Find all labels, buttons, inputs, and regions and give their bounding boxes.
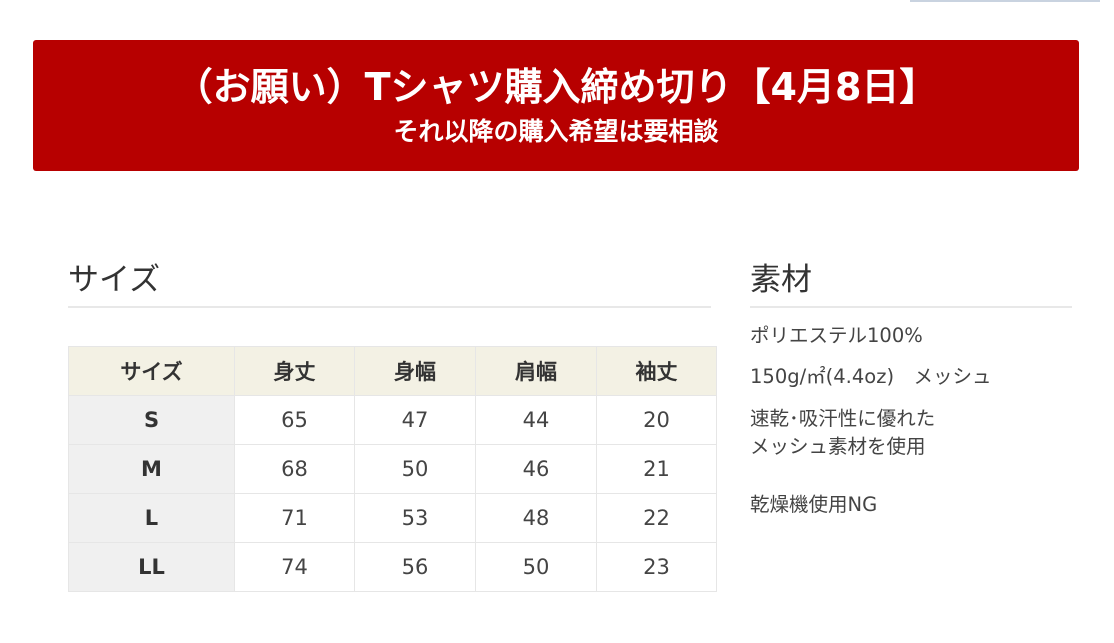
table-row: M 68 50 46 21 (68, 444, 717, 494)
size-cell: M (68, 444, 235, 494)
material-line: メッシュ素材を使用 (750, 435, 926, 458)
material-line: 速乾･吸汗性に優れた (750, 407, 936, 430)
size-cell: S (68, 395, 235, 445)
cell: 46 (475, 444, 597, 494)
cell: 68 (234, 444, 355, 494)
cell: 50 (475, 542, 597, 592)
cell: 56 (354, 542, 476, 592)
header-cell: 袖丈 (596, 346, 717, 396)
size-table: サイズ 身丈 身幅 肩幅 袖丈 S 65 47 44 20 M 68 50 46 21 L 71 5… (68, 346, 717, 592)
cell: 48 (475, 493, 597, 543)
header-cell: サイズ (68, 346, 235, 396)
cell: 47 (354, 395, 476, 445)
header-cell: 身丈 (234, 346, 355, 396)
material-heading: 素材 (750, 262, 812, 298)
cell: 23 (596, 542, 717, 592)
material-line: ポリエステル100% (750, 324, 923, 347)
cell: 53 (354, 493, 476, 543)
material-line: 乾燥機使用NG (750, 493, 878, 516)
header-cell: 身幅 (354, 346, 476, 396)
header-cell: 肩幅 (475, 346, 597, 396)
table-row: L 71 53 48 22 (68, 493, 717, 543)
cell: 22 (596, 493, 717, 543)
table-row: LL 74 56 50 23 (68, 542, 717, 592)
cell: 44 (475, 395, 597, 445)
top-edge-bar (910, 0, 1100, 2)
cell: 20 (596, 395, 717, 445)
material-line: 150g/㎡(4.4oz) メッシュ (750, 365, 992, 388)
cell: 65 (234, 395, 355, 445)
banner-title: （お願い）Tシャツ購入締め切り【4月8日】 (174, 65, 938, 109)
deadline-banner: （お願い）Tシャツ購入締め切り【4月8日】 それ以降の購入希望は要相談 (33, 40, 1079, 171)
cell: 21 (596, 444, 717, 494)
size-divider (68, 306, 711, 308)
banner-subtitle: それ以降の購入希望は要相談 (393, 117, 719, 146)
size-heading: サイズ (68, 262, 161, 298)
material-divider (750, 306, 1072, 308)
size-cell: L (68, 493, 235, 543)
table-header-row: サイズ 身丈 身幅 肩幅 袖丈 (68, 346, 717, 396)
table-row: S 65 47 44 20 (68, 395, 717, 445)
cell: 50 (354, 444, 476, 494)
size-cell: LL (68, 542, 235, 592)
cell: 71 (234, 493, 355, 543)
cell: 74 (234, 542, 355, 592)
